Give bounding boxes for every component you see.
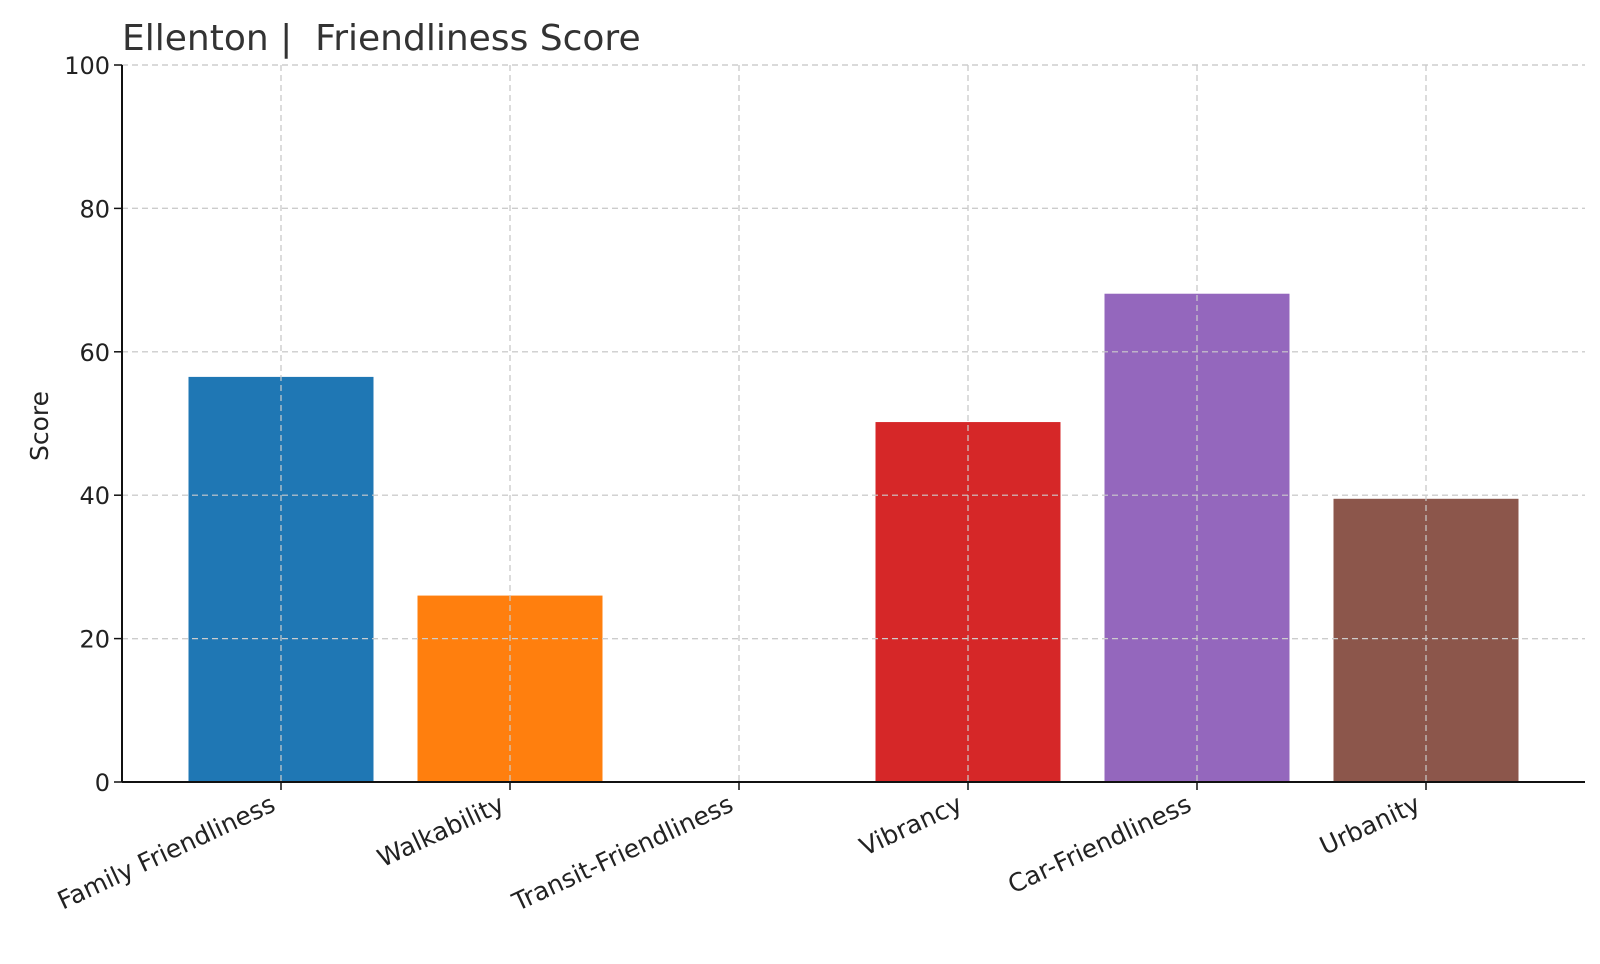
y-tick-label: 60	[79, 339, 110, 367]
axes	[121, 65, 1585, 783]
x-tick-label: Transit-Friendliness	[507, 789, 738, 917]
x-tick-label: Car-Friendliness	[1003, 789, 1195, 899]
bar	[875, 422, 1061, 782]
y-tick-label: 40	[79, 482, 110, 510]
y-axis-label: Score	[25, 391, 54, 461]
x-tick-label: Vibrancy	[855, 789, 967, 862]
y-ticks: 0 20 40 60 80 100	[64, 52, 122, 797]
y-tick-label: 80	[79, 195, 110, 223]
x-tick-label: Family Friendliness	[53, 789, 280, 915]
chart-title: Ellenton | Friendliness Score	[122, 18, 641, 59]
x-tick-label: Urbanity	[1315, 789, 1425, 861]
x-tick-label: Walkability	[373, 789, 509, 873]
y-tick-label: 100	[64, 52, 110, 80]
bars	[122, 64, 1585, 782]
y-tick-label: 20	[79, 626, 110, 654]
y-tick-label: 0	[95, 769, 110, 797]
x-ticks: Family Friendliness Walkability Transit-Fr…	[53, 782, 1427, 917]
